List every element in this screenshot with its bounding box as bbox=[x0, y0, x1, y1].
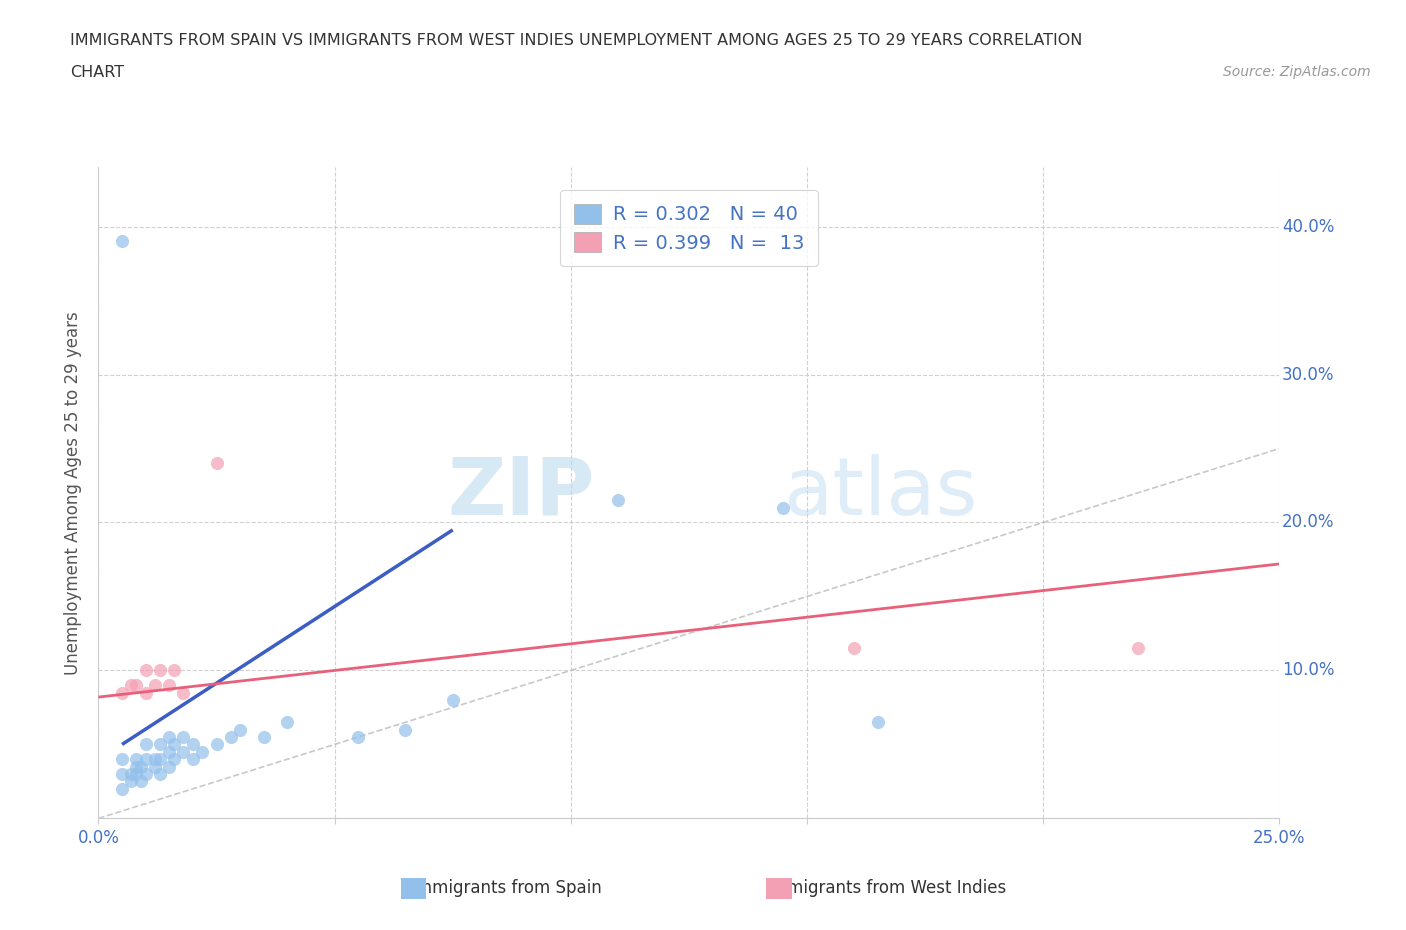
Point bbox=[111, 751, 134, 766]
Point bbox=[157, 678, 180, 693]
Text: 20.0%: 20.0% bbox=[1282, 513, 1334, 531]
Point bbox=[157, 759, 180, 774]
Point bbox=[229, 723, 252, 737]
Point bbox=[129, 774, 152, 789]
Point bbox=[163, 737, 186, 751]
Point bbox=[172, 744, 194, 759]
Point bbox=[143, 751, 166, 766]
Point bbox=[157, 744, 180, 759]
Point bbox=[844, 641, 866, 656]
Point bbox=[129, 759, 152, 774]
Point bbox=[157, 729, 180, 744]
Point bbox=[205, 456, 228, 471]
Point bbox=[111, 685, 134, 700]
Text: 40.0%: 40.0% bbox=[1282, 218, 1334, 235]
Point bbox=[143, 759, 166, 774]
Point bbox=[135, 737, 157, 751]
Legend: R = 0.302   N = 40, R = 0.399   N =  13: R = 0.302 N = 40, R = 0.399 N = 13 bbox=[560, 190, 818, 266]
Point bbox=[172, 685, 194, 700]
Point bbox=[191, 744, 214, 759]
Point bbox=[172, 729, 194, 744]
Text: 10.0%: 10.0% bbox=[1282, 661, 1334, 680]
Point bbox=[253, 729, 276, 744]
Point bbox=[121, 678, 143, 693]
Text: ZIP: ZIP bbox=[447, 454, 595, 532]
Point bbox=[111, 234, 134, 249]
Point bbox=[125, 759, 148, 774]
Point bbox=[149, 737, 172, 751]
Point bbox=[347, 729, 370, 744]
Point bbox=[181, 737, 204, 751]
Point bbox=[163, 663, 186, 678]
Point bbox=[149, 751, 172, 766]
Text: atlas: atlas bbox=[783, 454, 977, 532]
Text: Source: ZipAtlas.com: Source: ZipAtlas.com bbox=[1223, 65, 1371, 79]
Point bbox=[125, 678, 148, 693]
Point bbox=[135, 766, 157, 781]
Point bbox=[276, 715, 298, 730]
Point bbox=[772, 500, 794, 515]
Text: CHART: CHART bbox=[70, 65, 124, 80]
Point bbox=[135, 663, 157, 678]
Point bbox=[135, 751, 157, 766]
Point bbox=[111, 766, 134, 781]
Point bbox=[125, 751, 148, 766]
Point bbox=[441, 693, 464, 708]
Point bbox=[121, 766, 143, 781]
Point bbox=[149, 663, 172, 678]
Point bbox=[181, 751, 204, 766]
Text: Immigrants from Spain: Immigrants from Spain bbox=[411, 879, 602, 897]
Point bbox=[205, 737, 228, 751]
Point bbox=[135, 685, 157, 700]
Point bbox=[121, 774, 143, 789]
Point bbox=[607, 493, 630, 508]
Point bbox=[394, 723, 416, 737]
Point bbox=[163, 751, 186, 766]
Point bbox=[149, 766, 172, 781]
Text: IMMIGRANTS FROM SPAIN VS IMMIGRANTS FROM WEST INDIES UNEMPLOYMENT AMONG AGES 25 : IMMIGRANTS FROM SPAIN VS IMMIGRANTS FROM… bbox=[70, 33, 1083, 47]
Text: Immigrants from West Indies: Immigrants from West Indies bbox=[766, 879, 1005, 897]
Point bbox=[1126, 641, 1149, 656]
Y-axis label: Unemployment Among Ages 25 to 29 years: Unemployment Among Ages 25 to 29 years bbox=[65, 311, 83, 675]
Text: 30.0%: 30.0% bbox=[1282, 365, 1334, 383]
Point bbox=[219, 729, 242, 744]
Point bbox=[125, 766, 148, 781]
Point bbox=[866, 715, 889, 730]
Point bbox=[111, 781, 134, 796]
Point bbox=[143, 678, 166, 693]
